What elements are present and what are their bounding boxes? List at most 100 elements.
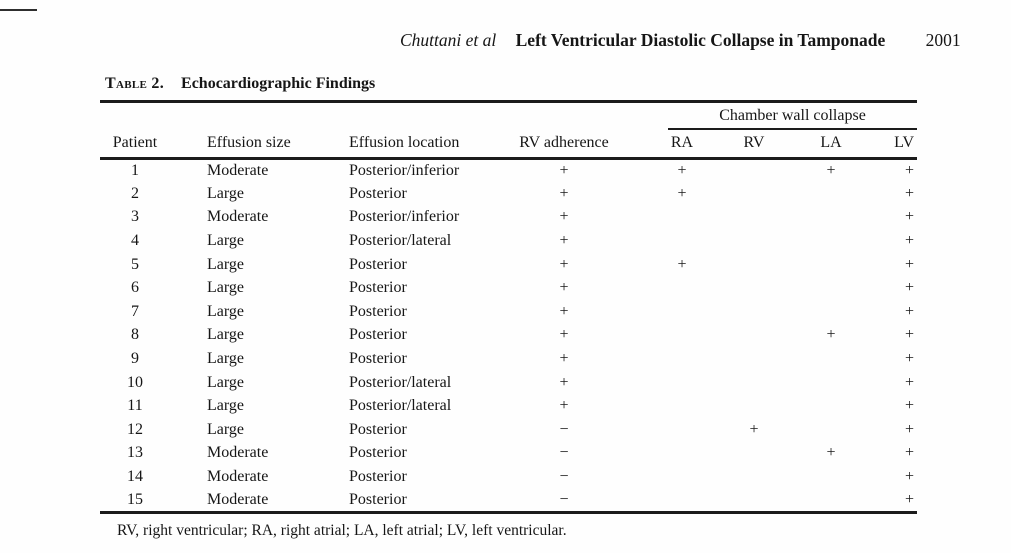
- cell-patient: 7: [131, 302, 139, 320]
- cell-effusion-size: Moderate: [207, 208, 269, 226]
- cell-effusion-size: Moderate: [207, 468, 269, 486]
- cell-rv-adherence: +: [559, 255, 569, 273]
- page-number: 2001: [925, 30, 961, 50]
- table-row: 8 Large Posterior + + +: [100, 324, 917, 348]
- cell-lv-collapse: +: [904, 420, 914, 438]
- cell-la-collapse: [792, 300, 870, 324]
- cell-effusion-location: Posterior: [349, 350, 407, 368]
- table-row: 2 Large Posterior + + +: [100, 182, 917, 206]
- cell-effusion-size: Large: [207, 184, 245, 202]
- cell-effusion-size: Moderate: [207, 444, 269, 462]
- table-row: 4 Large Posterior/lateral + +: [100, 229, 917, 253]
- cell-rv-collapse: [716, 465, 792, 489]
- cell-patient: 9: [131, 350, 139, 368]
- cell-effusion-size: Large: [207, 397, 245, 415]
- cell-lv-collapse: +: [904, 326, 914, 344]
- cell-rv-collapse: [716, 253, 792, 277]
- cell-rv-adherence: −: [559, 490, 569, 508]
- column-header-patient: Patient: [100, 129, 170, 160]
- table-row: 6 Large Posterior + +: [100, 276, 917, 300]
- cell-effusion-location: Posterior: [349, 420, 407, 438]
- cell-effusion-size: Large: [207, 373, 245, 391]
- cell-patient: 6: [131, 279, 139, 297]
- cell-lv-collapse: +: [904, 162, 914, 180]
- table-row: 15 Moderate Posterior − +: [100, 489, 917, 513]
- cell-effusion-size: Large: [207, 255, 245, 273]
- cell-rv-adherence: +: [559, 162, 569, 180]
- column-header-la: LA: [792, 129, 870, 160]
- cell-lv-collapse: +: [904, 208, 914, 226]
- cell-rv-adherence: +: [559, 302, 569, 320]
- cell-rv-adherence: +: [559, 184, 569, 202]
- column-header-rv: RV: [716, 129, 792, 160]
- cell-lv-collapse: +: [904, 468, 914, 486]
- cell-ra-collapse: [622, 300, 716, 324]
- cell-rv-adherence: +: [559, 397, 569, 415]
- cell-effusion-size: Large: [207, 350, 245, 368]
- cell-rv-collapse: [716, 489, 792, 513]
- cell-lv-collapse: +: [904, 373, 914, 391]
- cell-rv-adherence: +: [559, 279, 569, 297]
- cell-ra-collapse: [622, 442, 716, 466]
- cell-lv-collapse: +: [904, 184, 914, 202]
- cell-ra-collapse: [622, 418, 716, 442]
- table-row: 5 Large Posterior + + +: [100, 253, 917, 277]
- cell-lv-collapse: +: [904, 232, 914, 250]
- cell-la-collapse: [792, 418, 870, 442]
- table-row: 7 Large Posterior + +: [100, 300, 917, 324]
- cell-ra-collapse: [622, 324, 716, 348]
- cell-rv-collapse: [716, 206, 792, 230]
- cell-la-collapse: [792, 253, 870, 277]
- cell-la-collapse: [792, 206, 870, 230]
- cell-effusion-location: Posterior: [349, 444, 407, 462]
- cell-effusion-location: Posterior/lateral: [349, 373, 452, 391]
- cell-patient: 8: [131, 326, 139, 344]
- cell-effusion-location: Posterior/lateral: [349, 232, 452, 250]
- cell-rv-collapse: [716, 394, 792, 418]
- spanner-cell: Chamber wall collapse: [622, 102, 917, 130]
- running-head: Chuttani et al Left Ventricular Diastoli…: [400, 30, 961, 51]
- cell-ra-collapse: [622, 276, 716, 300]
- cell-rv-adherence: −: [559, 468, 569, 486]
- cell-la-collapse: [792, 394, 870, 418]
- cell-patient: 12: [127, 420, 143, 438]
- cell-patient: 2: [131, 184, 139, 202]
- cell-rv-collapse: [716, 371, 792, 395]
- cell-rv-collapse: +: [749, 420, 759, 438]
- cell-lv-collapse: +: [904, 444, 914, 462]
- cell-patient: 15: [127, 490, 143, 508]
- cell-effusion-location: Posterior: [349, 184, 407, 202]
- cell-effusion-location: Posterior: [349, 490, 407, 508]
- cell-ra-collapse: [622, 465, 716, 489]
- cell-lv-collapse: +: [904, 350, 914, 368]
- cell-patient: 1: [131, 162, 139, 180]
- cell-ra-collapse: +: [677, 255, 687, 273]
- cell-rv-collapse: [716, 276, 792, 300]
- citation-authors: Chuttani et al: [400, 30, 497, 50]
- cell-la-collapse: +: [826, 444, 836, 462]
- column-header-rv-adherence: RV adherence: [506, 129, 622, 160]
- table-row: 1 Moderate Posterior/inferior + + + +: [100, 159, 917, 183]
- cell-ra-collapse: [622, 206, 716, 230]
- cell-la-collapse: [792, 347, 870, 371]
- cell-effusion-size: Large: [207, 232, 245, 250]
- cell-ra-collapse: [622, 489, 716, 513]
- cell-patient: 14: [127, 468, 143, 486]
- table-body: 1 Moderate Posterior/inferior + + + + 2 …: [100, 159, 917, 513]
- cell-la-collapse: [792, 371, 870, 395]
- table-footnote: RV, right ventricular; RA, right atrial;…: [117, 522, 567, 539]
- cell-ra-collapse: [622, 347, 716, 371]
- cell-effusion-location: Posterior/lateral: [349, 397, 452, 415]
- cell-rv-collapse: [716, 182, 792, 206]
- cell-effusion-location: Posterior/inferior: [349, 208, 460, 226]
- cell-effusion-size: Large: [207, 326, 245, 344]
- cell-lv-collapse: +: [904, 302, 914, 320]
- cell-la-collapse: [792, 465, 870, 489]
- cell-rv-collapse: [716, 347, 792, 371]
- spanner-spacer: [100, 102, 622, 130]
- scan-artifact-line: [0, 9, 37, 11]
- cell-patient: 3: [131, 208, 139, 226]
- table-row: 9 Large Posterior + +: [100, 347, 917, 371]
- cell-effusion-size: Large: [207, 302, 245, 320]
